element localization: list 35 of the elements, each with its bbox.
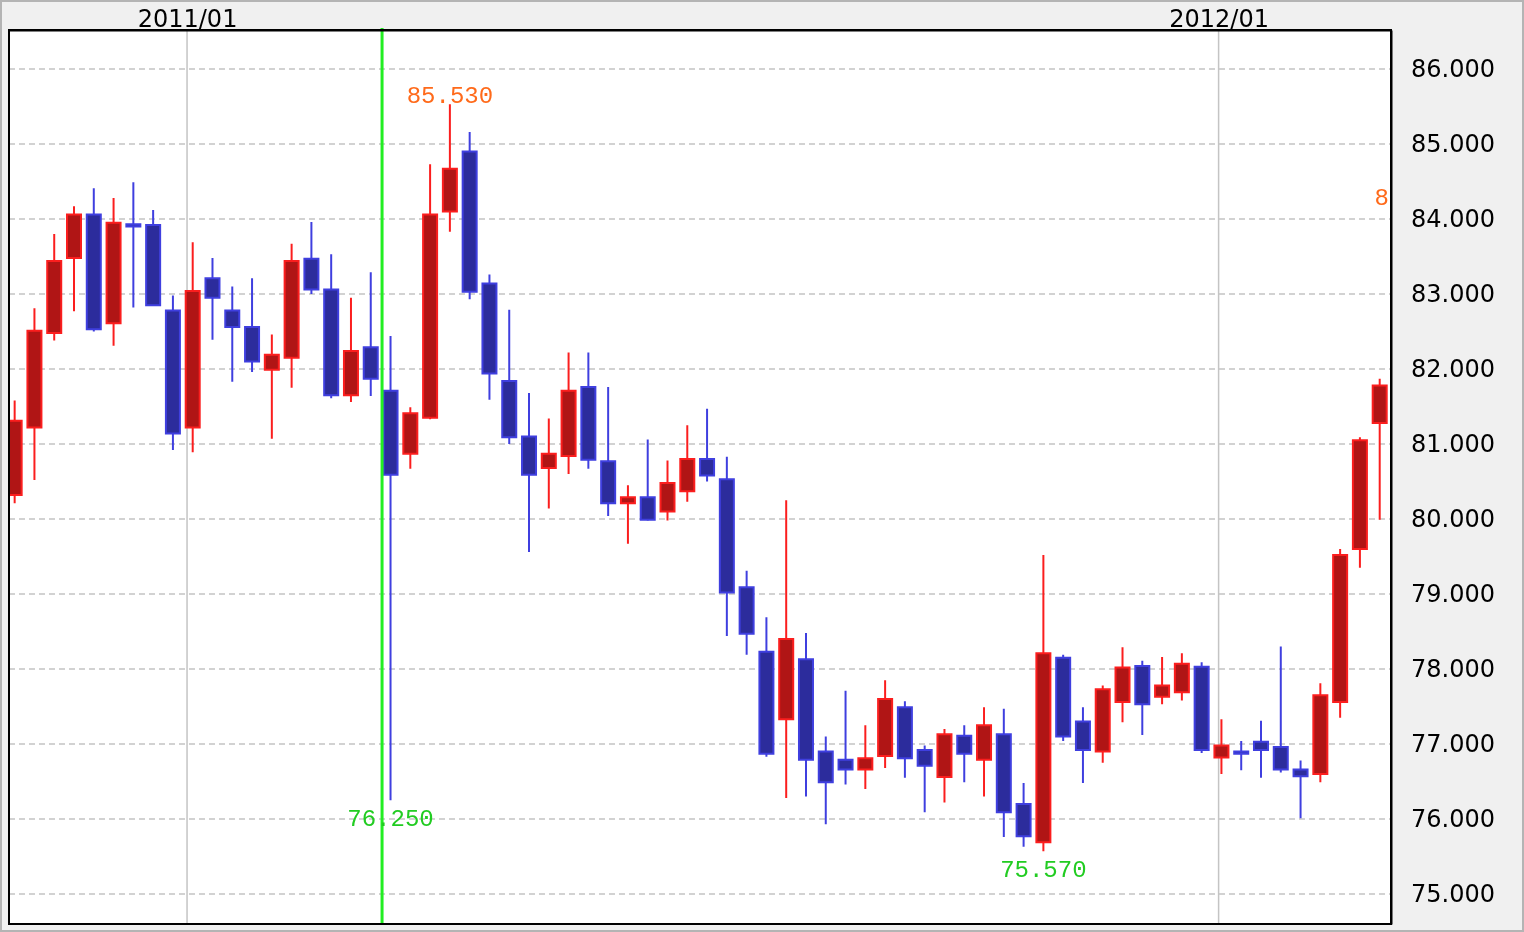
candlestick	[837, 689, 854, 786]
annotation: 85.530	[406, 83, 494, 111]
candlestick	[125, 181, 142, 309]
y-tick-label: 79.000	[1411, 580, 1495, 609]
y-tick-label: 77.000	[1411, 730, 1495, 759]
x-tick-label: 2012/01	[1169, 5, 1269, 33]
y-tick-label: 76.000	[1411, 805, 1495, 834]
candlestick	[1213, 718, 1230, 775]
annotation: 75.570	[1000, 857, 1087, 885]
candlestick	[699, 407, 716, 483]
y-tick-label: 84.000	[1411, 205, 1495, 234]
y-tick-label: 86.000	[1411, 55, 1495, 84]
y-tick-label: 80.000	[1411, 505, 1495, 534]
x-tick-label: 2011/01	[137, 5, 238, 33]
candlestick	[204, 257, 221, 341]
y-tick-label: 78.000	[1411, 655, 1495, 684]
candlestick	[1253, 719, 1269, 779]
candlestick	[540, 417, 557, 510]
y-tick-label: 82.000	[1411, 355, 1495, 384]
candlestick	[619, 484, 636, 545]
candlestick	[1154, 656, 1171, 706]
candlestick	[639, 438, 656, 522]
y-tick-label: 83.000	[1411, 280, 1495, 309]
candlestick	[224, 285, 241, 383]
candlestick	[956, 724, 973, 784]
candlestick	[1233, 740, 1250, 772]
candlestick	[857, 724, 874, 790]
candlestick	[916, 744, 933, 814]
y-tick-label: 85.000	[1411, 130, 1495, 159]
y-tick-label: 81.000	[1411, 430, 1495, 459]
candlestick	[263, 333, 280, 440]
candlestick	[1272, 645, 1289, 774]
annotation: 8	[1374, 185, 1389, 212]
candlestick	[1292, 759, 1309, 820]
y-tick-label: 75.000	[1411, 880, 1495, 909]
